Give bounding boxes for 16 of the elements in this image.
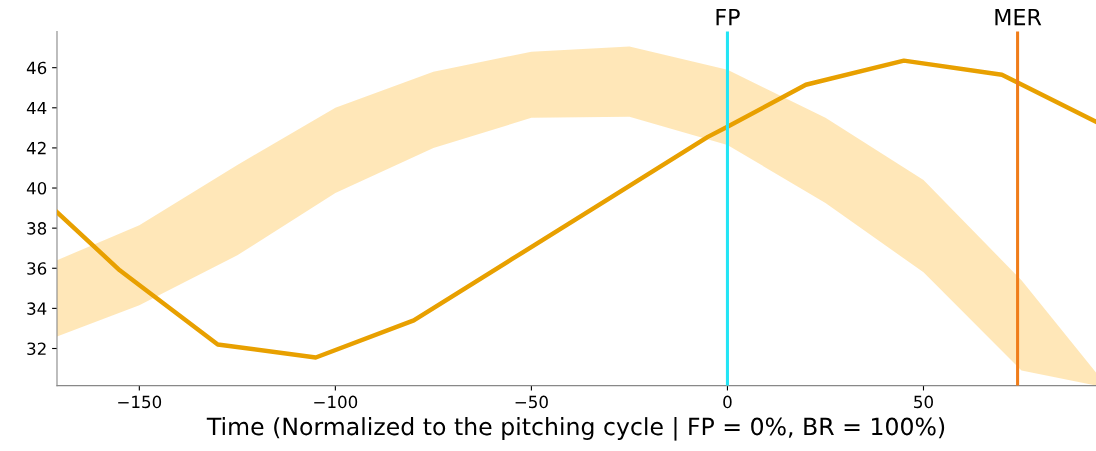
x-axis-title: Time (Normalized to the pitching cycle | FP = 0%, BR = 100%)	[206, 417, 945, 441]
y-tick-label: 42	[26, 141, 46, 155]
x-tick-label: −100	[314, 395, 358, 409]
ref-line-label: FP	[716, 8, 740, 26]
y-tick-label: 44	[26, 101, 47, 115]
y-tick-label: 40	[26, 181, 47, 195]
y-tick-label: 32	[27, 342, 46, 356]
y-tick-label: 46	[26, 61, 47, 75]
x-tick-label: −150	[118, 395, 162, 409]
x-tick-label: 0	[723, 395, 732, 409]
x-tick-label: 50	[914, 395, 933, 409]
ref-line-label: MER	[995, 8, 1042, 26]
y-tick-label: 34	[27, 302, 47, 315]
x-tick-label: −50	[515, 395, 548, 409]
y-tick-label: 38	[27, 222, 47, 235]
y-tick-label: 36	[27, 262, 47, 275]
